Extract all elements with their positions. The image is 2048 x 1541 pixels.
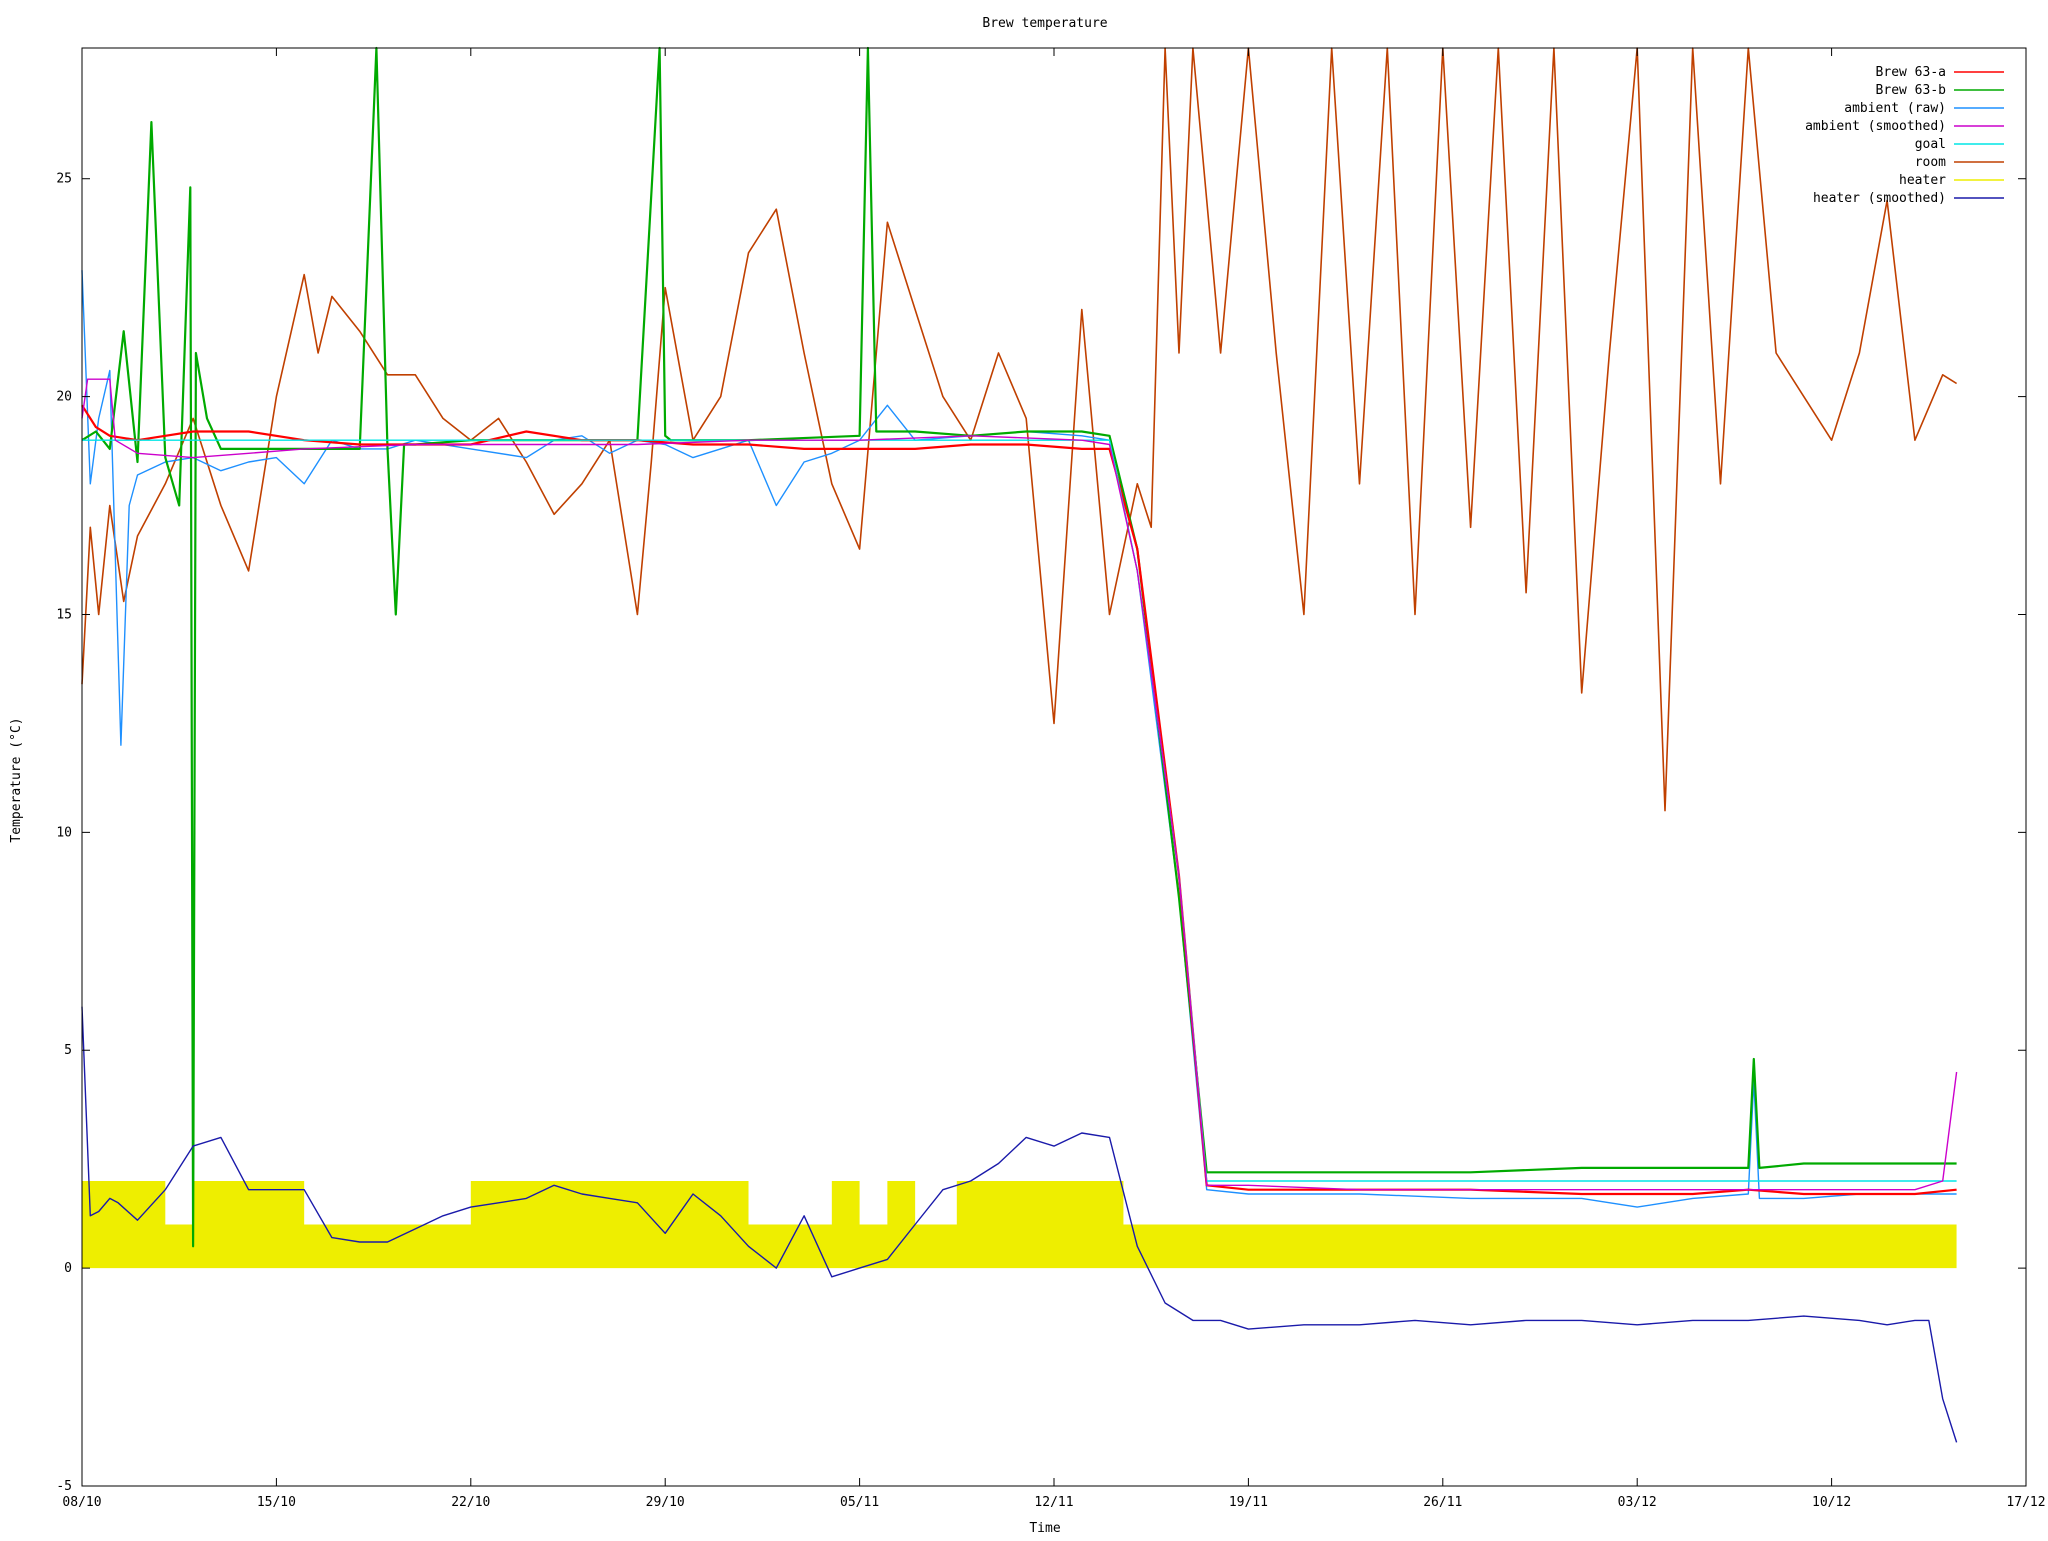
legend-label-goal: goal — [1915, 137, 1946, 152]
legend-label-room: room — [1915, 155, 1946, 170]
series-room — [81, 47, 1958, 812]
y-axis-label: Temperature (°C) — [9, 717, 24, 842]
y-tick-label: -5 — [56, 1479, 72, 1494]
legend-label-heater-smoothed: heater (smoothed) — [1813, 191, 1946, 206]
x-tick-label: 05/11 — [840, 1495, 879, 1510]
x-tick-label: 22/10 — [451, 1495, 490, 1510]
legend-label-brew-63-a: Brew 63-a — [1876, 65, 1946, 80]
x-tick-label: 29/10 — [646, 1495, 685, 1510]
legend-label-ambient-smoothed: ambient (smoothed) — [1805, 119, 1946, 134]
series-heater-smoothed — [81, 1006, 1958, 1443]
x-tick-label: 03/12 — [1618, 1495, 1657, 1510]
x-tick-label: 19/11 — [1229, 1495, 1268, 1510]
y-tick-label: 15 — [56, 607, 72, 622]
y-tick-label: 5 — [64, 1043, 72, 1058]
y-tick-label: 20 — [56, 390, 72, 405]
series-layer — [81, 46, 1958, 1443]
x-tick-label: 15/10 — [257, 1495, 296, 1510]
x-tick-label: 08/10 — [62, 1495, 101, 1510]
series-brew-63-a — [81, 404, 1957, 1196]
series-ambient-raw — [81, 270, 1957, 1208]
y-tick-label: 25 — [56, 172, 72, 187]
series-ambient-smoothed — [81, 378, 1958, 1191]
legend-label-heater: heater — [1899, 173, 1946, 188]
legend-label-brew-63-b: Brew 63-b — [1876, 83, 1947, 98]
y-tick-label: 0 — [64, 1261, 72, 1276]
chart-title: Brew temperature — [982, 16, 1107, 31]
legend-label-ambient-raw: ambient (raw) — [1844, 101, 1946, 116]
x-tick-label: 17/12 — [2006, 1495, 2045, 1510]
x-axis-label: Time — [1029, 1521, 1060, 1536]
x-tick-label: 12/11 — [1034, 1495, 1073, 1510]
legend: Brew 63-a Brew 63-b ambient (raw) ambient (… — [1805, 65, 2004, 206]
x-tick-label: 26/11 — [1423, 1495, 1462, 1510]
x-tick-label: 10/12 — [1812, 1495, 1851, 1510]
series-heater — [82, 1180, 1957, 1269]
series-brew-63-b — [81, 46, 1957, 1248]
y-tick-label: 10 — [56, 825, 72, 840]
axis-layer: -5 0 5 10 15 20 25 08/10 15/10 22/10 29/10 05/11 12/… — [56, 47, 2046, 1510]
